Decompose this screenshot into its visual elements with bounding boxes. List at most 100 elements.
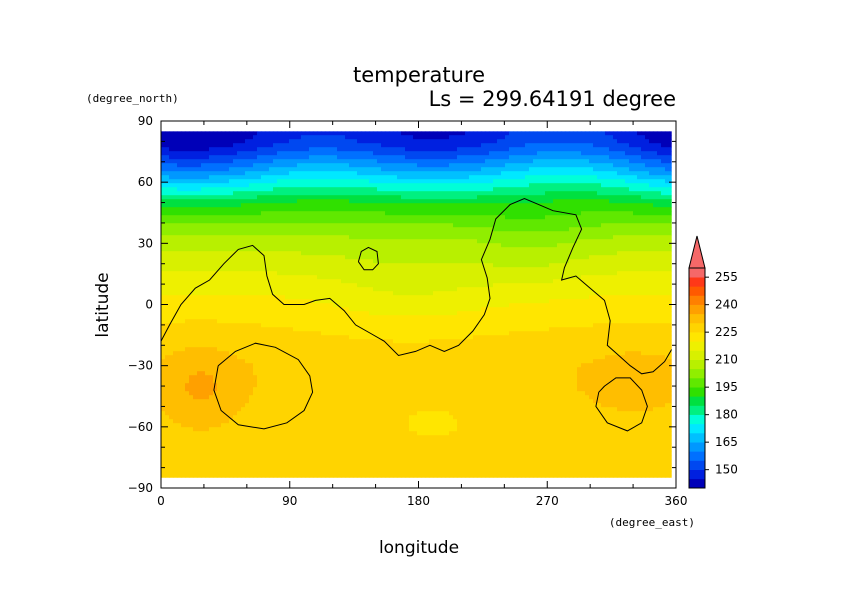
- field-cell: [201, 275, 206, 280]
- field-cell: [289, 467, 294, 472]
- field-cell: [233, 419, 238, 424]
- field-cell: [285, 315, 290, 320]
- field-cell: [205, 303, 210, 308]
- field-cell: [161, 287, 166, 292]
- field-cell: [205, 295, 210, 300]
- field-cell: [341, 279, 346, 284]
- field-cell: [325, 299, 330, 304]
- field-cell: [301, 155, 306, 160]
- field-cell: [169, 171, 174, 176]
- field-cell: [169, 167, 174, 172]
- field-cell: [177, 387, 182, 392]
- field-cell: [349, 183, 354, 188]
- field-cell: [185, 307, 190, 312]
- field-cell: [225, 467, 230, 472]
- field-cell: [381, 455, 386, 460]
- field-cell: [305, 403, 310, 408]
- field-cell: [385, 463, 390, 468]
- field-cell: [293, 135, 298, 140]
- field-cell: [253, 219, 258, 224]
- field-cell: [241, 295, 246, 300]
- field-cell: [269, 375, 274, 380]
- field-cell: [241, 307, 246, 312]
- field-cell: [337, 475, 342, 478]
- field-cell: [265, 351, 270, 356]
- field-cell: [377, 139, 382, 144]
- field-cell: [221, 319, 226, 324]
- field-cell: [305, 439, 310, 444]
- field-cell: [201, 319, 206, 324]
- field-cell: [233, 147, 238, 152]
- field-cell: [377, 375, 382, 380]
- field-cell: [373, 251, 378, 256]
- field-cell: [381, 263, 386, 268]
- field-cell: [257, 231, 262, 236]
- field-cell: [269, 455, 274, 460]
- field-cell: [213, 187, 218, 192]
- field-cell: [349, 187, 354, 192]
- field-cell: [317, 187, 322, 192]
- field-cell: [317, 467, 322, 472]
- field-cell: [289, 435, 294, 440]
- field-cell: [321, 343, 326, 348]
- field-cell: [301, 427, 306, 432]
- field-cell: [377, 243, 382, 248]
- field-cell: [229, 143, 234, 148]
- field-cell: [241, 219, 246, 224]
- field-cell: [297, 215, 302, 220]
- field-cell: [277, 447, 282, 452]
- field-cell: [329, 247, 334, 252]
- field-cell: [281, 391, 286, 396]
- field-cell: [225, 379, 230, 384]
- field-cell: [165, 371, 170, 376]
- field-cell: [333, 139, 338, 144]
- field-cell: [349, 271, 354, 276]
- field-cell: [161, 319, 166, 324]
- field-cell: [221, 471, 226, 476]
- field-cell: [245, 131, 250, 136]
- field-cell: [261, 423, 266, 428]
- field-cell: [161, 203, 166, 208]
- field-cell: [341, 199, 346, 204]
- field-cell: [353, 299, 358, 304]
- field-cell: [169, 347, 174, 352]
- field-cell: [345, 375, 350, 380]
- field-cell: [341, 335, 346, 340]
- field-cell: [301, 207, 306, 212]
- field-cell: [217, 367, 222, 372]
- field-cell: [365, 215, 370, 220]
- field-cell: [281, 319, 286, 324]
- field-cell: [245, 359, 250, 364]
- field-cell: [281, 471, 286, 476]
- field-cell: [321, 203, 326, 208]
- field-cell: [293, 175, 298, 180]
- field-cell: [241, 299, 246, 304]
- field-cell: [201, 135, 206, 140]
- field-cell: [233, 339, 238, 344]
- field-cell: [237, 343, 242, 348]
- field-cell: [377, 411, 382, 416]
- field-cell: [217, 155, 222, 160]
- field-cell: [353, 443, 358, 448]
- field-cell: [381, 331, 386, 336]
- field-cell: [297, 227, 302, 232]
- field-cell: [209, 311, 214, 316]
- field-cell: [357, 439, 362, 444]
- field-cell: [265, 143, 270, 148]
- field-cell: [265, 211, 270, 216]
- field-cell: [265, 291, 270, 296]
- field-cell: [245, 355, 250, 360]
- field-cell: [189, 399, 194, 404]
- field-cell: [341, 171, 346, 176]
- field-cell: [265, 187, 270, 192]
- field-cell: [181, 239, 186, 244]
- field-cell: [169, 379, 174, 384]
- field-cell: [353, 171, 358, 176]
- field-cell: [213, 407, 218, 412]
- field-cell: [161, 267, 166, 272]
- field-cell: [349, 275, 354, 280]
- field-cell: [377, 343, 382, 348]
- field-cell: [257, 463, 262, 468]
- field-cell: [269, 371, 274, 376]
- field-cell: [333, 199, 338, 204]
